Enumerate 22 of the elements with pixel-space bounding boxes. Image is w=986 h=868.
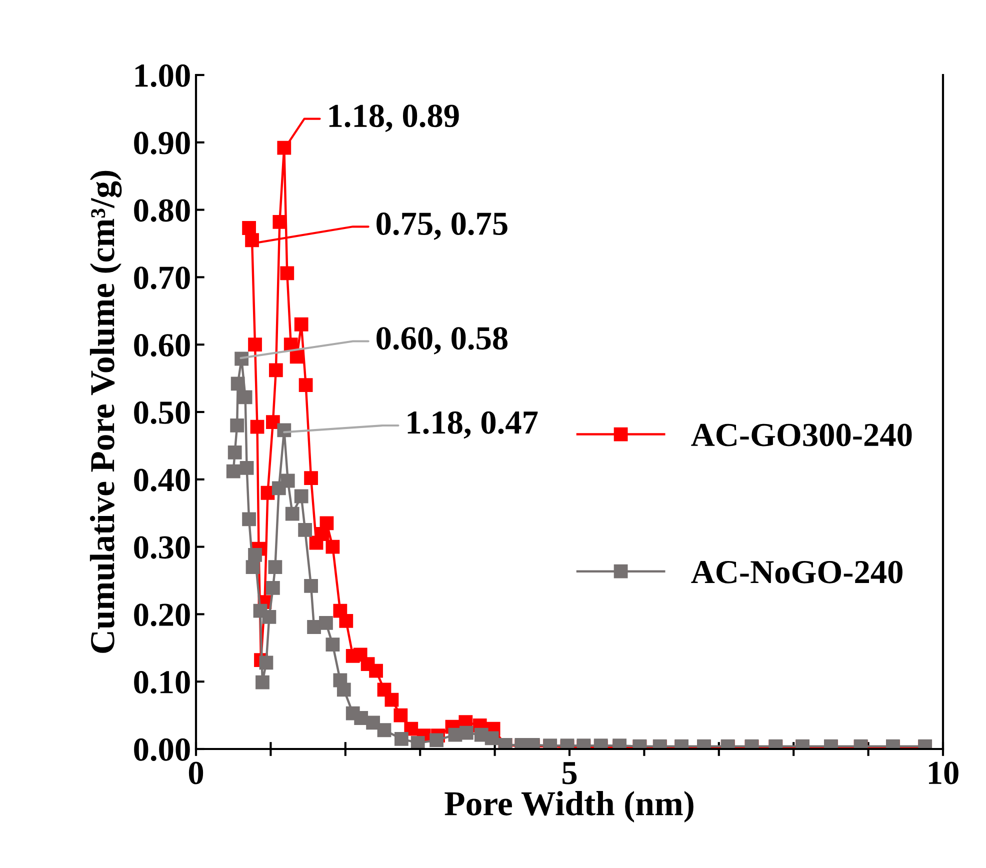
annotation: 1.18, 0.89 [329,104,459,132]
y-tick-label: 0.80 [134,199,190,222]
x-tick-label: 10 [929,762,958,784]
y-tick-label: 0.00 [134,738,190,762]
legend-label: AC-GO300-240 [691,424,912,446]
y-tick-label: 0.40 [134,468,190,492]
annotation: 1.18, 0.47 [408,411,538,439]
x-axis-title: Pore Width (nm) [444,791,694,823]
y-tick-label: 0.50 [134,401,190,424]
x-tick-label: 5 [562,762,577,784]
y-axis-title: Cumulative Pore Volume (cm³/g) [90,170,122,653]
annotation: 0.60, 0.58 [376,327,508,354]
x-tick-label: 0 [188,762,204,784]
y-tick-label: 0.20 [134,604,190,626]
y-tick-label: 0.90 [134,132,190,154]
y-tick-label: 0.10 [134,671,190,694]
legend-label: AC-NoGO-240 [691,560,902,584]
y-tick-label: 0.60 [134,334,190,357]
annotation: 0.75, 0.75 [376,212,508,240]
y-tick-label: 0.30 [134,536,190,559]
y-tick-label: 1.00 [135,64,190,88]
y-tick-label: 0.70 [134,266,190,290]
